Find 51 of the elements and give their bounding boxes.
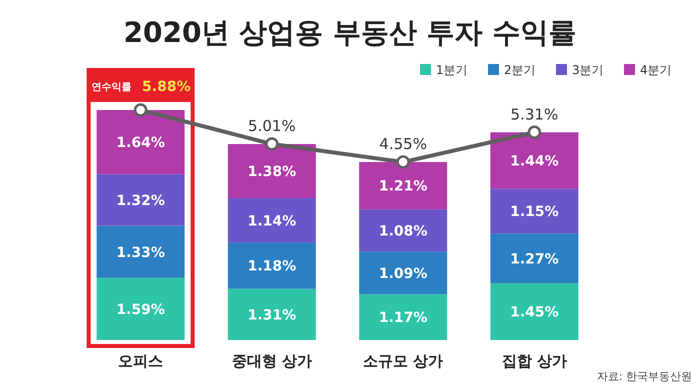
data-label: 1.15% [510,204,559,220]
point [134,103,148,117]
data-label: 5.88% [142,79,191,95]
bar [96,174,185,226]
data-label: 1.45% [510,304,559,321]
legend-label: 2분기 [504,63,536,77]
point [396,155,410,169]
bar [228,144,316,198]
data-label: 5.31% [510,105,558,124]
data-label: 1.32% [116,192,165,209]
data-label: 1.38% [248,164,296,180]
band-label: 연수익률 [92,82,132,93]
bar [359,294,448,340]
text: 2020년 상업용 부동산 투자 수익률 [124,16,576,49]
data-label: 5.01% [248,117,296,136]
x-tick-label: 집합 상가 [502,352,567,370]
data-label: 1.17% [378,310,428,326]
bar [96,226,185,278]
bar [490,132,578,189]
bar [359,162,448,210]
data-label: 4.55% [379,135,427,154]
point [265,137,279,151]
legend-label: 4분기 [640,63,672,77]
bar [228,198,316,243]
bar [490,283,578,340]
text: 자료: 한국부동산원 [596,370,692,383]
data-label: 1.59% [116,302,165,318]
data-label: 1.18% [248,258,296,275]
bar [228,288,316,340]
legend-label: 3분기 [572,63,604,77]
data-label: 1.27% [510,251,559,268]
bar [228,242,316,289]
data-label: 1.21% [378,178,428,195]
data-label: 1.64% [116,135,165,152]
bar [359,209,448,252]
legend-label: 1분기 [436,63,468,77]
x-tick-label: 중대형 상가 [232,352,312,370]
bar [96,110,185,174]
bar [490,188,578,234]
data-label: 1.09% [378,266,428,282]
data-label: 1.14% [248,213,296,230]
x-tick-label: 소규모 상가 [363,352,444,370]
bar [490,234,578,284]
bar [96,278,185,340]
data-label: 1.33% [116,244,165,261]
point [528,126,542,140]
data-label: 1.44% [510,153,559,170]
x-tick-label: 오피스 [118,352,164,370]
data-label: 1.08% [378,223,428,240]
bar [359,252,448,294]
data-label: 1.31% [248,307,296,324]
